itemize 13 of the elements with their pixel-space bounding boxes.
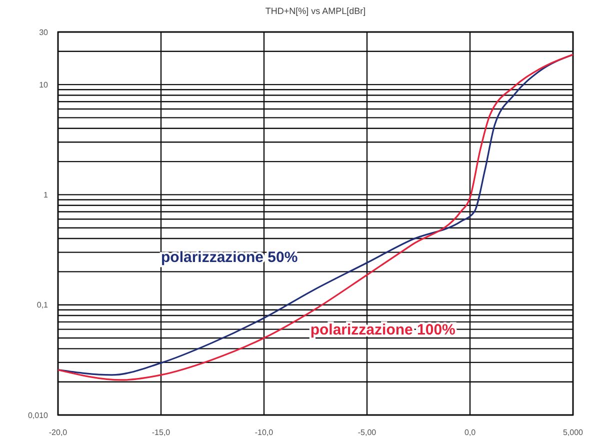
x-tick-label: 5,000 — [562, 428, 584, 437]
y-tick-label: 30 — [39, 28, 49, 37]
y-tick-label: 0,1 — [36, 300, 49, 310]
y-tick-label: 10 — [39, 80, 49, 90]
x-tick-label: -10,0 — [254, 428, 274, 437]
y-tick-label: 1 — [44, 190, 49, 200]
x-tick-label: -5,00 — [358, 428, 377, 437]
x-tick-label: -20,0 — [48, 428, 68, 437]
x-tick-label: 0,0 — [464, 428, 476, 437]
y-tick-label: 0,010 — [28, 410, 49, 420]
x-tick-label: -15,0 — [152, 428, 171, 437]
chart-title: THD+N[%] vs AMPL[dBr] — [265, 6, 366, 16]
series-label: polarizzazione 50% — [161, 248, 298, 266]
